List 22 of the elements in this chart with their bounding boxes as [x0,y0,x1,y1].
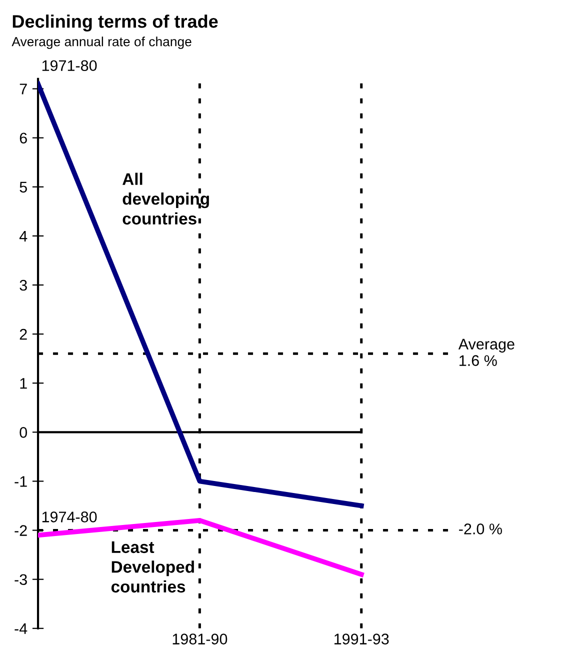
y-tick-label: 5 [20,182,27,193]
y-tick-label: -1 [14,476,27,487]
series-label: Least Developed countries [111,541,194,593]
y-tick-label: 3 [20,280,27,291]
y-tick-label: 1 [20,378,27,389]
y-tick-label: -4 [14,623,28,634]
text: 1971-80 [42,60,97,72]
x-tick-label: 1981-90 [172,634,228,644]
y-tick-label: 2 [20,328,27,340]
annotation: 1974-80 [42,512,97,522]
y-tick-label: 7 [20,84,27,94]
chart-title: Declining terms of trade [12,14,218,32]
y-tick-label: 6 [20,132,27,144]
y-tick-label: 4 [19,230,28,242]
x-tick-label: 1991-93 [334,634,389,644]
y-tick-label: -2 [14,525,27,536]
series-label: All developing countries [122,172,209,225]
ref-line-label: Average 1.6 % [458,338,514,366]
y-tick-label: 0 [20,427,28,438]
ref-line-label: -2.0 % [459,524,502,534]
chart-subtitle: Average annual rate of change [12,36,192,49]
y-tick-label: -3 [14,574,27,586]
